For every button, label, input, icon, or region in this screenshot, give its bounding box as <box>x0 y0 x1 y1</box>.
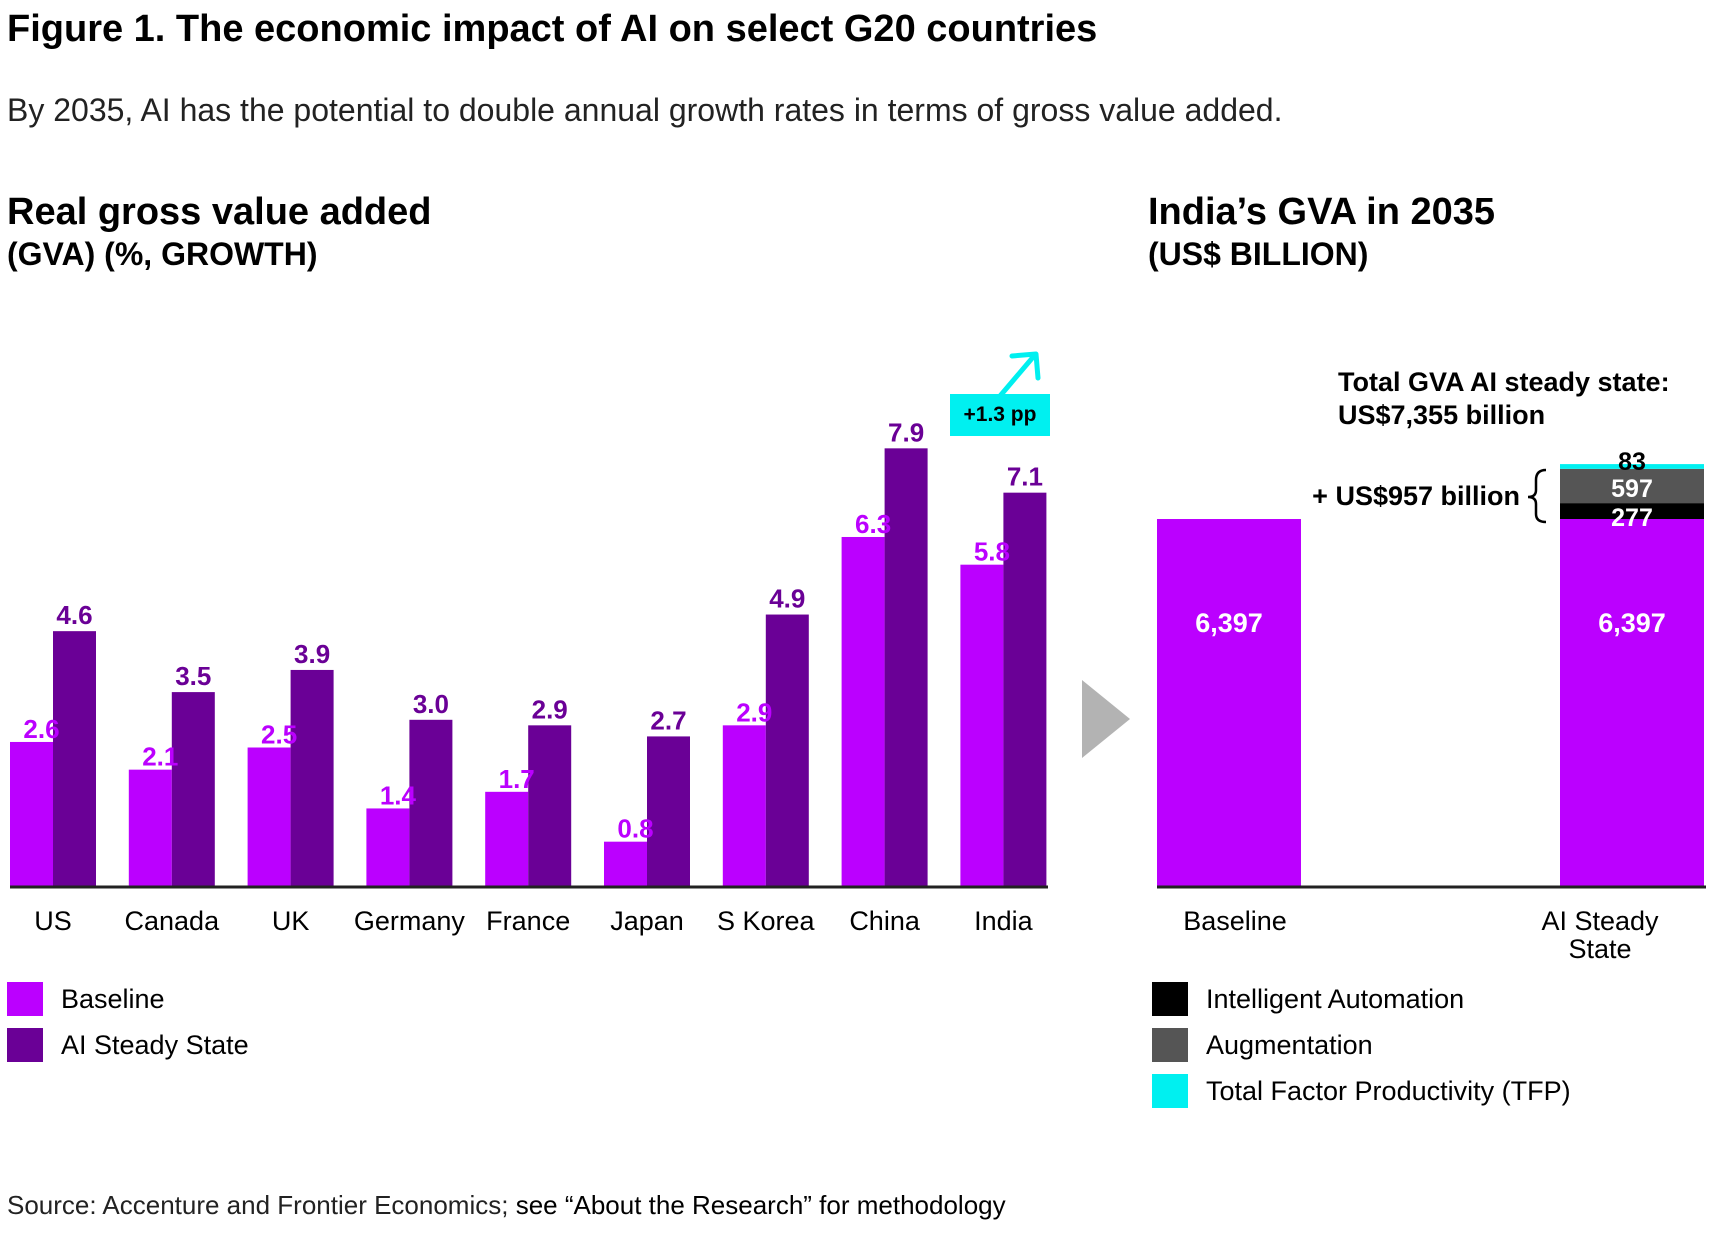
stack-intelligent-automation-ai-steady-state <box>1560 503 1704 519</box>
value-label-augmentation: 597 <box>1611 475 1653 503</box>
value-label-ai-steady-us: 4.6 <box>56 600 92 630</box>
figure-subtitle: By 2035, AI has the potential to double … <box>7 92 1283 128</box>
category-label-ai-steady-state-line2: State <box>1568 934 1631 964</box>
bar-baseline-japan <box>604 841 647 886</box>
category-label-canada: Canada <box>125 906 221 936</box>
legend-label-ai-steady-state: AI Steady State <box>61 1029 249 1060</box>
left-legend: Baseline AI Steady State <box>7 976 249 1068</box>
category-label-india: India <box>974 906 1034 936</box>
value-label-baseline-japan: 0.8 <box>617 814 653 844</box>
total-gva-label: Total GVA AI steady state: US$7,355 bill… <box>1338 366 1670 432</box>
value-label-baseline-india: 5.8 <box>974 537 1010 567</box>
value-label-baseline-china: 6.3 <box>855 509 891 539</box>
bar-ai-steady-s-korea <box>765 614 809 886</box>
value-label-baseline-france: 1.7 <box>499 764 535 794</box>
bar-baseline-india <box>960 564 1004 886</box>
value-label-baseline-ai-steady-state: 6,397 <box>1598 608 1666 638</box>
value-label-ai-steady-japan: 2.7 <box>650 705 686 735</box>
bar-ai-steady-canada <box>171 692 215 886</box>
bar-ai-steady-france <box>528 725 572 886</box>
value-label-ai-steady-france: 2.9 <box>532 694 568 724</box>
value-label-ai-steady-germany: 3.0 <box>413 689 449 719</box>
category-label-ai-steady-state-line1: AI Steady <box>1541 906 1659 936</box>
value-label-tfp: 83 <box>1618 448 1646 476</box>
category-label-france: France <box>486 906 570 936</box>
bar-ai-steady-germany <box>409 719 453 886</box>
right-chart-title-text: India’s GVA in 2035 <box>1148 191 1496 233</box>
right-chart-title: India’s GVA in 2035 (US$ BILLION) <box>1148 190 1495 274</box>
category-label-germany: Germany <box>354 906 466 936</box>
panel-arrow-icon <box>1082 680 1130 758</box>
stack-tfp-ai-steady-state <box>1560 464 1704 469</box>
legend-label-baseline: Baseline <box>61 983 165 1014</box>
bar-baseline-us <box>10 741 53 886</box>
value-label-intelligent-automation: 277 <box>1611 504 1653 532</box>
legend-item-augmentation: Augmentation <box>1152 1022 1571 1068</box>
legend-label-augmentation: Augmentation <box>1206 1029 1373 1060</box>
india-growth-arrow-head <box>1009 351 1041 381</box>
left-chart-title-text: Real gross value added <box>7 191 432 233</box>
category-label-baseline-line1: Baseline <box>1183 906 1287 936</box>
legend-label-tfp: Total Factor Productivity (TFP) <box>1206 1075 1571 1106</box>
bar-ai-steady-us <box>53 631 96 886</box>
total-gva-label-line1: Total GVA AI steady state: <box>1338 367 1670 397</box>
stack-augmentation-ai-steady-state <box>1560 468 1704 504</box>
value-label-baseline-uk: 2.5 <box>261 720 297 750</box>
increase-label: + US$957 billion <box>1312 481 1520 511</box>
right-legend: Intelligent Automation Augmentation Tota… <box>1152 976 1571 1114</box>
legend-item-baseline: Baseline <box>7 976 249 1022</box>
legend-item-tfp: Total Factor Productivity (TFP) <box>1152 1068 1571 1114</box>
legend-item-ai-steady-state: AI Steady State <box>7 1022 249 1068</box>
legend-swatch-intelligent-automation <box>1152 982 1188 1016</box>
bar-baseline-canada <box>128 769 172 886</box>
right-chart-unit: (US$ BILLION) <box>1148 236 1369 272</box>
bar-baseline-uk <box>247 747 291 886</box>
source-note: Source: Accenture and Frontier Economics… <box>7 1190 1006 1221</box>
value-label-baseline-s-korea: 2.9 <box>736 697 772 727</box>
category-label-uk: UK <box>272 906 310 936</box>
category-label-japan: Japan <box>610 906 684 936</box>
legend-item-intelligent-automation: Intelligent Automation <box>1152 976 1571 1022</box>
total-gva-label-line2: US$7,355 billion <box>1338 400 1546 430</box>
value-label-baseline-baseline: 6,397 <box>1195 608 1263 638</box>
value-label-ai-steady-canada: 3.5 <box>175 661 211 691</box>
source-note-part2: see “About the Research” for methodology <box>508 1190 1006 1220</box>
figure-title: Figure 1. The economic impact of AI on s… <box>7 8 1098 50</box>
value-label-ai-steady-china: 7.9 <box>888 417 924 447</box>
bar-ai-steady-china <box>884 448 928 886</box>
legend-swatch-ai-steady-state <box>7 1028 43 1062</box>
category-label-china: China <box>849 906 921 936</box>
source-note-part1: Source: Accenture and Frontier Economics… <box>7 1190 509 1220</box>
bar-baseline-s-korea <box>722 725 766 886</box>
stack-baseline-ai-steady-state <box>1560 519 1704 886</box>
value-label-ai-steady-india: 7.1 <box>1007 462 1043 492</box>
bar-baseline-france <box>485 791 529 886</box>
value-label-baseline-canada: 2.1 <box>142 742 178 772</box>
india-growth-arrow-shaft <box>997 353 1037 399</box>
left-chart-title: Real gross value added (GVA) (%, GROWTH) <box>7 190 432 274</box>
legend-label-intelligent-automation: Intelligent Automation <box>1206 983 1465 1014</box>
legend-swatch-tfp <box>1152 1074 1188 1108</box>
india-pp-badge: +1.3 pp <box>950 394 1050 436</box>
bar-baseline-germany <box>366 808 410 886</box>
legend-swatch-augmentation <box>1152 1028 1188 1062</box>
legend-swatch-baseline <box>7 982 43 1016</box>
category-label-us: US <box>34 906 72 936</box>
bar-ai-steady-uk <box>290 669 334 886</box>
bar-ai-steady-india <box>1003 492 1047 886</box>
bar-baseline-china <box>841 536 885 886</box>
stack-baseline-baseline <box>1157 519 1301 886</box>
value-label-baseline-us: 2.6 <box>23 714 59 744</box>
left-chart-unit: (GVA) (%, GROWTH) <box>7 236 318 272</box>
value-label-baseline-germany: 1.4 <box>380 780 417 810</box>
increase-brace <box>1527 468 1547 524</box>
value-label-ai-steady-uk: 3.9 <box>294 639 330 669</box>
category-label-s-korea: S Korea <box>717 906 816 936</box>
value-label-ai-steady-s-korea: 4.9 <box>769 584 805 614</box>
bar-ai-steady-japan <box>647 736 690 886</box>
